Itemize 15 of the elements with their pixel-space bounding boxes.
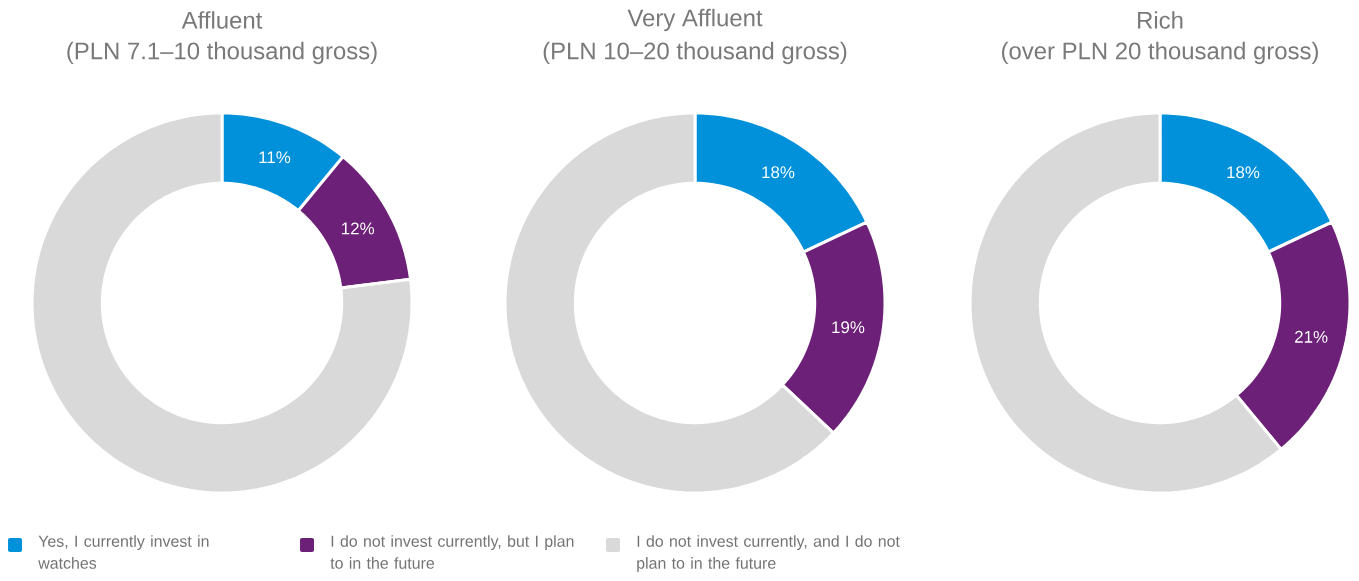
chart-subtitle: (PLN 7.1–10 thousand gross) (67, 41, 377, 65)
data-label: 18% (1227, 166, 1260, 179)
chart-title: Very Affluent (627, 8, 763, 32)
legend-label: I do not invest currently, and I do not plan to in the future (637, 535, 900, 572)
data-label: 21% (1295, 330, 1328, 343)
data-label: 19% (832, 321, 865, 334)
chart-title: Rich (1138, 11, 1183, 29)
chart-title: Affluent (181, 11, 263, 29)
data-label: 11% (259, 151, 291, 164)
legend-label: I do not invest currently, but I plan to in the future (330, 535, 574, 569)
chart-subtitle: (PLN 10–20 thousand gross) (543, 41, 847, 65)
chart-subtitle: (over PLN 20 thousand gross) (1002, 41, 1318, 65)
data-label: 18% (762, 166, 795, 179)
data-label: 12% (342, 222, 375, 235)
legend-label: Yes, I currently invest in watches (38, 535, 209, 569)
